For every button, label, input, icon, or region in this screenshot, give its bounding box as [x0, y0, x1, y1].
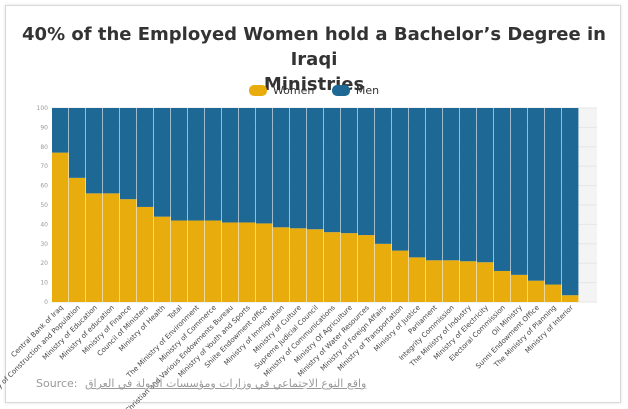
chart-legend: Women Men — [0, 84, 628, 99]
bar-men — [171, 108, 188, 221]
bar-men — [239, 108, 256, 223]
bar-women — [341, 233, 358, 302]
y-tick-label: 70 — [40, 163, 48, 170]
bar-men — [324, 108, 341, 233]
legend-item-women[interactable]: Women — [248, 84, 315, 97]
source-line: Source: واقع النوع الاجتماعي في وزارات و… — [36, 377, 366, 390]
bar-women — [69, 177, 86, 302]
bar-men — [443, 108, 460, 261]
y-tick-label: 10 — [40, 280, 48, 287]
legend-label-women: Women — [272, 84, 315, 97]
y-tick-label: 100 — [37, 105, 49, 112]
bar-men — [154, 108, 171, 217]
bar-women — [103, 193, 120, 302]
bar-women — [256, 223, 273, 302]
bar-men — [511, 108, 528, 275]
bar-women — [290, 228, 307, 302]
bar-women — [528, 280, 545, 302]
bar-women — [171, 220, 188, 302]
bar-women — [545, 284, 562, 302]
bar-men — [426, 108, 443, 261]
bar-men — [307, 108, 324, 230]
bar-women — [477, 262, 494, 302]
bar-women — [443, 260, 460, 302]
bar-men — [86, 108, 103, 194]
bar-men — [392, 108, 409, 251]
bar-women — [120, 199, 137, 302]
y-tick-label: 50 — [40, 202, 48, 209]
legend-swatch-men — [331, 85, 350, 96]
bar-men — [205, 108, 222, 221]
bar-women — [460, 261, 477, 302]
y-tick-label: 60 — [40, 183, 48, 190]
bar-men — [545, 108, 562, 285]
bar-men — [341, 108, 358, 234]
bar-men — [137, 108, 154, 207]
bar-men — [69, 108, 86, 178]
bar-women — [86, 193, 103, 302]
bar-women — [307, 229, 324, 302]
bar-women — [239, 222, 256, 302]
bar-women — [154, 216, 171, 302]
bar-women — [324, 232, 341, 302]
bar-men — [222, 108, 239, 223]
bar-men — [290, 108, 307, 229]
bar-men — [256, 108, 273, 224]
bar-women — [426, 260, 443, 302]
legend-label-men: Men — [355, 84, 380, 97]
bar-women — [222, 222, 239, 302]
bar-men — [477, 108, 494, 263]
y-tick-label: 20 — [40, 260, 48, 267]
bar-women — [137, 206, 154, 302]
chart-title-line-1: 40% of the Employed Women hold a Bachelo… — [22, 24, 606, 70]
bar-women — [188, 220, 205, 302]
bar-men — [103, 108, 120, 194]
bar-men — [52, 108, 69, 153]
bar-women — [52, 152, 69, 302]
bar-men — [375, 108, 392, 244]
bar-women — [511, 274, 528, 302]
source-label: Source: — [36, 377, 78, 390]
y-tick-label: 40 — [40, 221, 48, 228]
legend-item-men[interactable]: Men — [331, 84, 380, 97]
bar-women — [562, 295, 579, 302]
bar-men — [494, 108, 511, 271]
y-tick-label: 80 — [40, 144, 48, 151]
bar-women — [375, 243, 392, 302]
bar-women — [273, 227, 290, 302]
bar-women — [409, 257, 426, 302]
bar-men — [460, 108, 477, 262]
legend-swatch-women — [248, 85, 267, 96]
bar-women — [358, 235, 375, 302]
bar-men — [562, 108, 579, 296]
y-tick-label: 0 — [44, 299, 48, 306]
bar-women — [205, 220, 222, 302]
bar-women — [494, 270, 511, 302]
bar-men — [273, 108, 290, 228]
y-tick-label: 30 — [40, 241, 48, 248]
source-link[interactable]: واقع النوع الاجتماعي في وزارات ومؤسسات ا… — [85, 377, 367, 390]
bar-men — [188, 108, 205, 221]
bar-men — [409, 108, 426, 258]
bar-women — [392, 250, 409, 302]
bar-men — [120, 108, 137, 200]
y-tick-label: 90 — [40, 124, 48, 131]
bar-men — [528, 108, 545, 281]
bar-men — [358, 108, 375, 236]
